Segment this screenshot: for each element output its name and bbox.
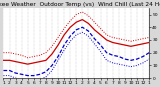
Title: Milwaukee Weather  Outdoor Temp (vs)  Wind Chill (Last 24 Hours): Milwaukee Weather Outdoor Temp (vs) Wind… [0, 2, 160, 7]
